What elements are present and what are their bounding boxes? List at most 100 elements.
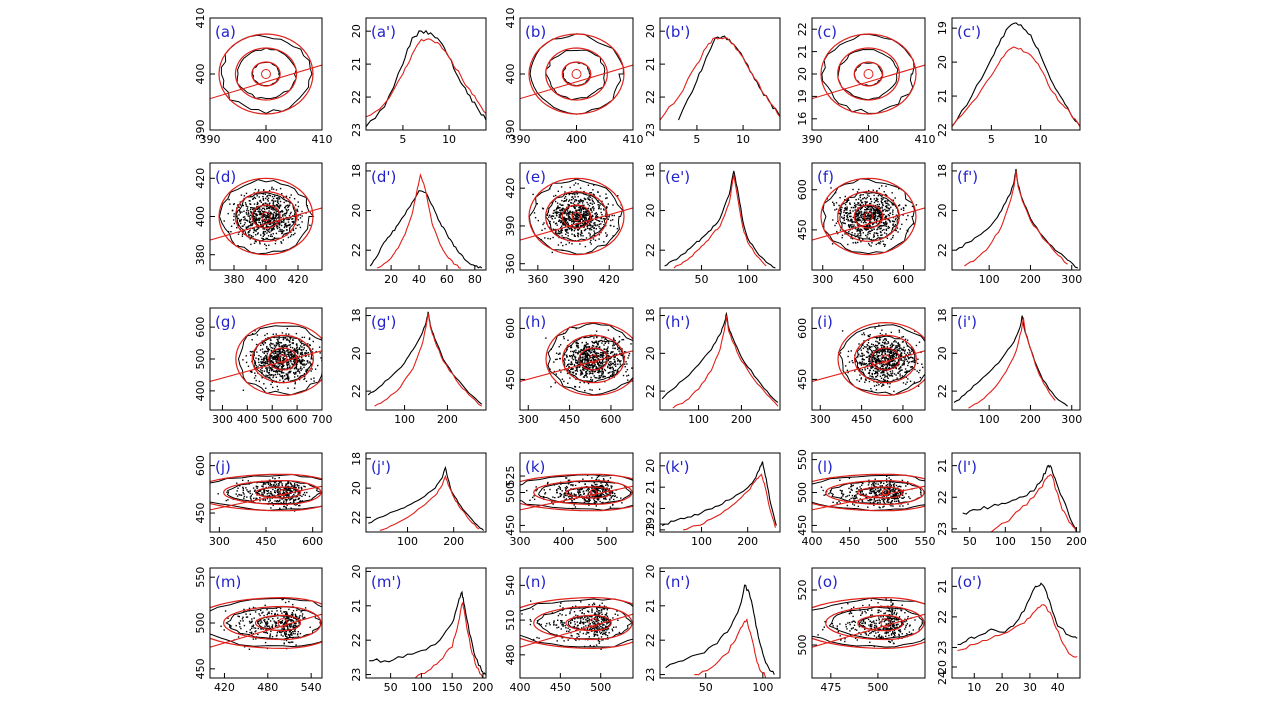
scatter-point: [586, 342, 587, 343]
scatter-point: [227, 499, 228, 500]
scatter-point: [289, 215, 290, 216]
scatter-point: [289, 197, 290, 198]
scatter-point: [256, 498, 257, 499]
scatter-point: [272, 228, 273, 229]
scatter-point: [608, 372, 609, 373]
scatter-point: [904, 357, 905, 358]
scatter-point: [882, 210, 883, 211]
scatter-point: [877, 204, 878, 205]
scatter-point: [591, 192, 592, 193]
scatter-point: [613, 226, 614, 227]
scatter-point: [874, 368, 875, 369]
scatter-point: [590, 225, 591, 226]
scatter-point: [870, 198, 871, 199]
scatter-point: [286, 225, 287, 226]
panel-label: (e'): [665, 168, 690, 186]
scatter-point: [890, 353, 891, 354]
scatter-point: [277, 386, 278, 387]
x-tick-label: 600: [892, 413, 913, 426]
scatter-point: [886, 233, 887, 234]
scatter-point: [597, 355, 598, 356]
scatter-point: [600, 356, 601, 357]
scatter-point: [534, 212, 535, 213]
scatter-point: [274, 355, 275, 356]
y-tick-label: 22: [936, 243, 949, 257]
scatter-point: [868, 373, 869, 374]
scatter-point: [907, 356, 908, 357]
scatter-point: [595, 240, 596, 241]
scatter-point: [625, 371, 626, 372]
scatter-point: [288, 237, 289, 238]
scatter-point: [255, 216, 256, 217]
scatter-point: [263, 484, 264, 485]
scatter-point: [882, 345, 883, 346]
scatter-point: [860, 197, 861, 198]
scatter-point: [618, 359, 619, 360]
scatter-point: [569, 242, 570, 243]
scatter-point: [283, 344, 284, 345]
scatter-point: [264, 358, 265, 359]
scatter-point: [875, 212, 876, 213]
scatter-point: [832, 243, 833, 244]
scatter-point: [568, 360, 569, 361]
scatter-point: [313, 341, 314, 342]
scatter-point: [624, 351, 625, 352]
scatter-point: [289, 490, 290, 491]
scatter-point: [882, 375, 883, 376]
scatter-point: [836, 202, 837, 203]
scatter-point: [909, 361, 910, 362]
scatter-point: [865, 229, 866, 230]
scatter-point: [612, 219, 613, 220]
scatter-point: [282, 485, 283, 486]
scatter-point: [276, 189, 277, 190]
y-tick-label: 600: [796, 318, 809, 339]
scatter-point: [255, 189, 256, 190]
x-tick-label: 60: [440, 273, 454, 286]
scatter-point: [854, 207, 855, 208]
scatter-point: [877, 201, 878, 202]
x-tick-label: 100: [979, 273, 1000, 286]
scatter-point: [592, 216, 593, 217]
scatter-point: [297, 371, 298, 372]
scatter-point: [602, 360, 603, 361]
scatter-point: [879, 204, 880, 205]
scatter-point: [917, 370, 918, 371]
scatter-point: [590, 228, 591, 229]
scatter-point: [273, 484, 274, 485]
scatter-point: [286, 362, 287, 363]
scatter-point: [895, 345, 896, 346]
scatter-point: [558, 221, 559, 222]
scatter-point: [607, 346, 608, 347]
scatter-point: [266, 347, 267, 348]
scatter-point: [287, 354, 288, 355]
scatter-point: [279, 488, 280, 489]
scatter-point: [868, 209, 869, 210]
x-tick-label: 100: [979, 413, 1000, 426]
scatter-point: [575, 386, 576, 387]
scatter-point: [246, 227, 247, 228]
scatter-point: [556, 208, 557, 209]
scatter-point: [552, 237, 553, 238]
scatter-point: [589, 228, 590, 229]
scatter-point: [594, 213, 595, 214]
x-tick-label: 400: [256, 133, 277, 146]
y-tick-label: 390: [194, 120, 207, 141]
scatter-point: [257, 203, 258, 204]
scatter-point: [867, 234, 868, 235]
scatter-point: [603, 344, 604, 345]
scatter-point: [834, 209, 835, 210]
scatter-point: [893, 224, 894, 225]
scatter-point: [566, 200, 567, 201]
scatter-point: [243, 493, 244, 494]
scatter-point: [889, 352, 890, 353]
series-line-model: [377, 175, 461, 268]
scatter-point: [875, 347, 876, 348]
scatter-point: [884, 343, 885, 344]
scatter-point: [241, 211, 242, 212]
scatter-point: [859, 219, 860, 220]
scatter-point: [572, 372, 573, 373]
scatter-point: [299, 360, 300, 361]
scatter-point: [571, 199, 572, 200]
scatter-point: [302, 337, 303, 338]
scatter-point: [286, 499, 287, 500]
